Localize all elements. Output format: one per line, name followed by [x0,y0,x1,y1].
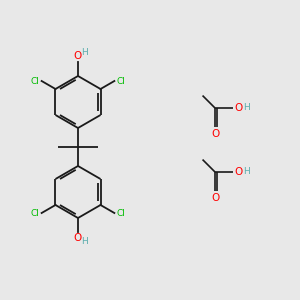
Text: O: O [211,129,219,139]
Text: Cl: Cl [116,208,125,217]
Text: O: O [211,193,219,203]
Text: H: H [82,48,88,57]
Text: Cl: Cl [116,76,125,85]
Text: O: O [73,51,81,61]
Text: Cl: Cl [31,76,40,85]
Text: Cl: Cl [31,208,40,217]
Text: O: O [234,167,242,177]
Text: O: O [234,103,242,113]
Text: H: H [82,237,88,246]
Text: H: H [243,103,250,112]
Text: H: H [243,167,250,176]
Text: O: O [73,233,81,243]
